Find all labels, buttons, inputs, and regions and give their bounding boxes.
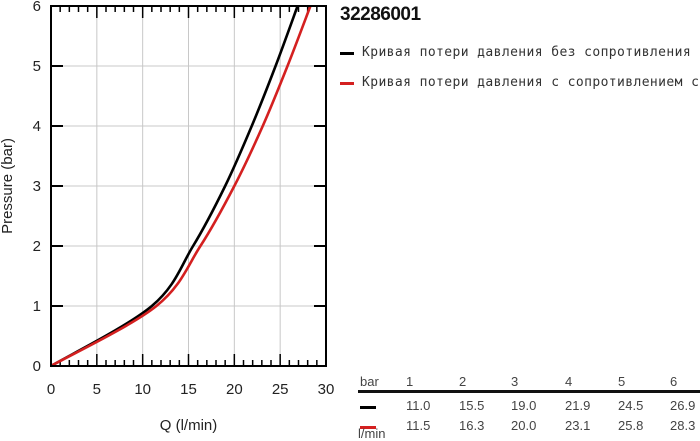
x-tick-label: 20 — [226, 381, 243, 398]
x-axis-title: Q (l/min) — [160, 417, 218, 434]
table-cell: 19.0 — [511, 398, 537, 413]
header-unit-bar: bar — [360, 374, 379, 389]
plot-frame — [50, 5, 327, 367]
legend-swatch-red — [340, 82, 354, 85]
x-tick-label: 5 — [93, 381, 101, 398]
y-tick-label: 6 — [33, 0, 41, 15]
tick-labels: 0 1 2 3 4 5 6 0 5 10 15 20 25 30 — [33, 0, 335, 398]
row-swatch-black — [360, 406, 376, 409]
x-tick-label: 10 — [134, 381, 151, 398]
unit-label-lmin: l/min — [358, 426, 386, 441]
table-cell: 15.5 — [459, 398, 485, 413]
y-tick-label: 2 — [33, 238, 41, 255]
chart-legend: Кривая потери давления без сопротивления… — [340, 44, 700, 104]
legend-item-with-resistance: Кривая потери давления с сопротивлением … — [340, 74, 700, 92]
header-cell: 2 — [459, 374, 467, 389]
legend-label: Кривая потери давления с сопротивлением … — [362, 75, 700, 90]
chart-grid — [51, 6, 326, 366]
header-cell: 1 — [406, 374, 414, 389]
table-cell: 11.0 — [406, 398, 431, 413]
header-cell: 5 — [618, 374, 626, 389]
table-cell: 23.1 — [565, 418, 591, 433]
table-cell: 28.3 — [670, 418, 696, 433]
y-tick-label: 4 — [33, 118, 41, 135]
table-cell: 16.3 — [459, 418, 485, 433]
header-cell: 4 — [565, 374, 573, 389]
legend-swatch-black — [340, 52, 354, 55]
x-tick-label: 0 — [47, 381, 55, 398]
y-tick-label: 3 — [33, 178, 41, 195]
header-cell: 3 — [511, 374, 519, 389]
table-cell: 21.9 — [565, 398, 591, 413]
y-tick-label: 5 — [33, 58, 41, 75]
x-tick-label: 15 — [180, 381, 197, 398]
curve-with-resistance — [50, 5, 312, 368]
curve-without-resistance — [50, 5, 299, 368]
table-cell: 25.8 — [618, 418, 644, 433]
table-cell: 20.0 — [511, 418, 537, 433]
table-header-row: bar 1 2 3 4 5 6 — [358, 374, 700, 393]
chart-series — [50, 5, 312, 368]
legend-item-without-resistance: Кривая потери давления без сопротивления — [340, 44, 700, 62]
row-swatch-red — [360, 426, 376, 429]
table-cell: 26.9 — [670, 398, 696, 413]
header-cell: 6 — [670, 374, 678, 389]
x-tick-label: 25 — [272, 381, 289, 398]
y-tick-label: 0 — [33, 358, 41, 375]
table-cell: 24.5 — [618, 398, 644, 413]
table-cell: 11.5 — [406, 418, 431, 433]
table-row: 11.0 15.5 19.0 21.9 24.5 26.9 — [358, 398, 700, 418]
x-tick-label: 30 — [318, 381, 335, 398]
y-axis-title: Pressure (bar) — [0, 138, 16, 234]
legend-label: Кривая потери давления без сопротивления — [362, 45, 692, 60]
y-tick-label: 1 — [33, 298, 41, 315]
table-row: 11.5 16.3 20.0 23.1 25.8 28.3 — [358, 418, 700, 438]
flow-rate-table: bar 1 2 3 4 5 6 11.0 15.5 19.0 21.9 24.5… — [358, 374, 700, 441]
product-code-title: 32286001 — [340, 4, 421, 25]
